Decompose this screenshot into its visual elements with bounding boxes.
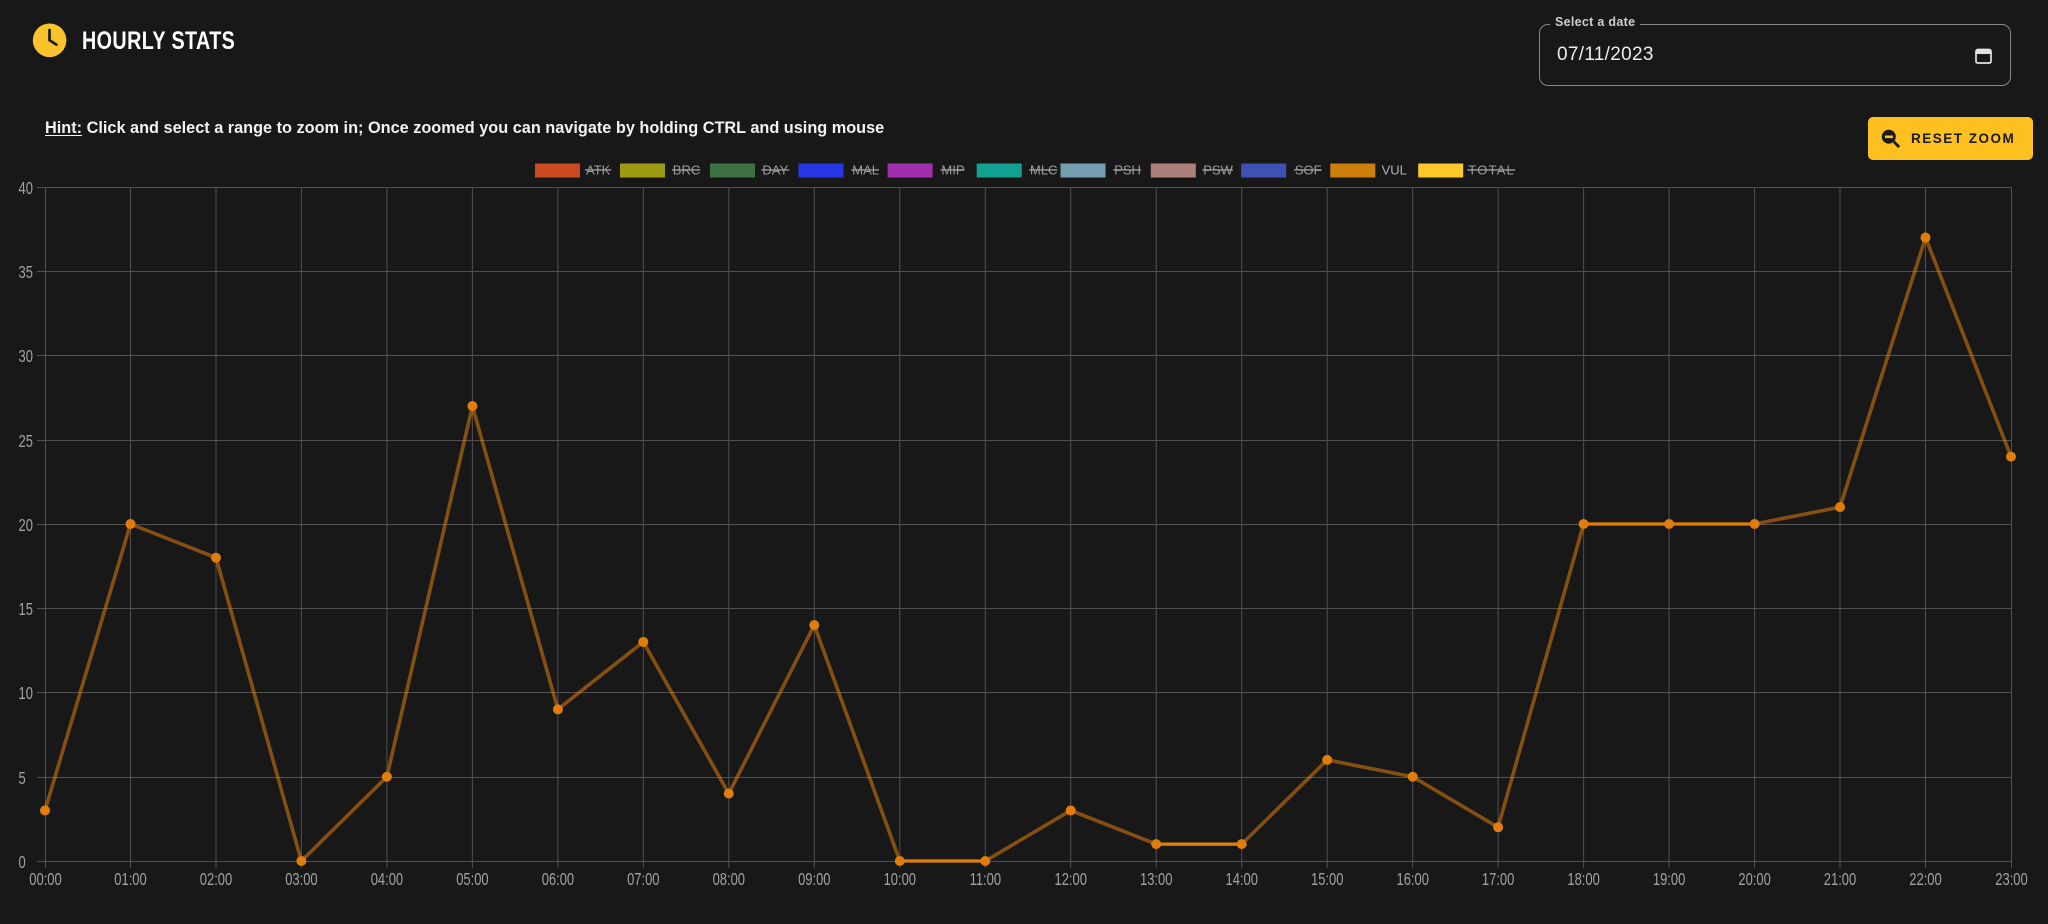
svg-text:03:00: 03:00 (285, 870, 318, 890)
svg-text:21:00: 21:00 (1824, 870, 1857, 890)
svg-text:14:00: 14:00 (1225, 870, 1258, 890)
svg-text:00:00: 00:00 (29, 870, 62, 890)
svg-text:20:00: 20:00 (1738, 870, 1771, 890)
svg-text:12:00: 12:00 (1054, 870, 1087, 890)
svg-text:17:00: 17:00 (1482, 870, 1515, 890)
svg-text:23:00: 23:00 (1995, 870, 2028, 890)
svg-text:04:00: 04:00 (371, 870, 404, 890)
svg-text:35: 35 (19, 263, 34, 283)
svg-text:16:00: 16:00 (1396, 870, 1429, 890)
svg-text:20: 20 (19, 516, 34, 536)
svg-text:30: 30 (19, 347, 34, 367)
svg-text:13:00: 13:00 (1140, 870, 1173, 890)
svg-text:5: 5 (19, 769, 26, 789)
svg-text:07:00: 07:00 (627, 870, 660, 890)
svg-text:01:00: 01:00 (114, 870, 147, 890)
svg-text:22:00: 22:00 (1909, 870, 1942, 890)
svg-text:10: 10 (19, 684, 34, 704)
svg-text:02:00: 02:00 (200, 870, 233, 890)
svg-text:19:00: 19:00 (1653, 870, 1686, 890)
svg-text:15: 15 (19, 600, 34, 620)
svg-text:18:00: 18:00 (1567, 870, 1600, 890)
svg-text:VUL: VUL (1382, 163, 1407, 178)
svg-text:05:00: 05:00 (456, 870, 489, 890)
svg-text:06:00: 06:00 (542, 870, 575, 890)
svg-text:40: 40 (19, 179, 34, 199)
svg-text:11:00: 11:00 (970, 870, 1002, 890)
svg-text:0: 0 (19, 853, 26, 873)
svg-text:08:00: 08:00 (713, 870, 746, 890)
svg-text:15:00: 15:00 (1311, 870, 1344, 890)
svg-text:09:00: 09:00 (798, 870, 831, 890)
svg-text:25: 25 (19, 432, 34, 452)
svg-text:10:00: 10:00 (884, 870, 917, 890)
